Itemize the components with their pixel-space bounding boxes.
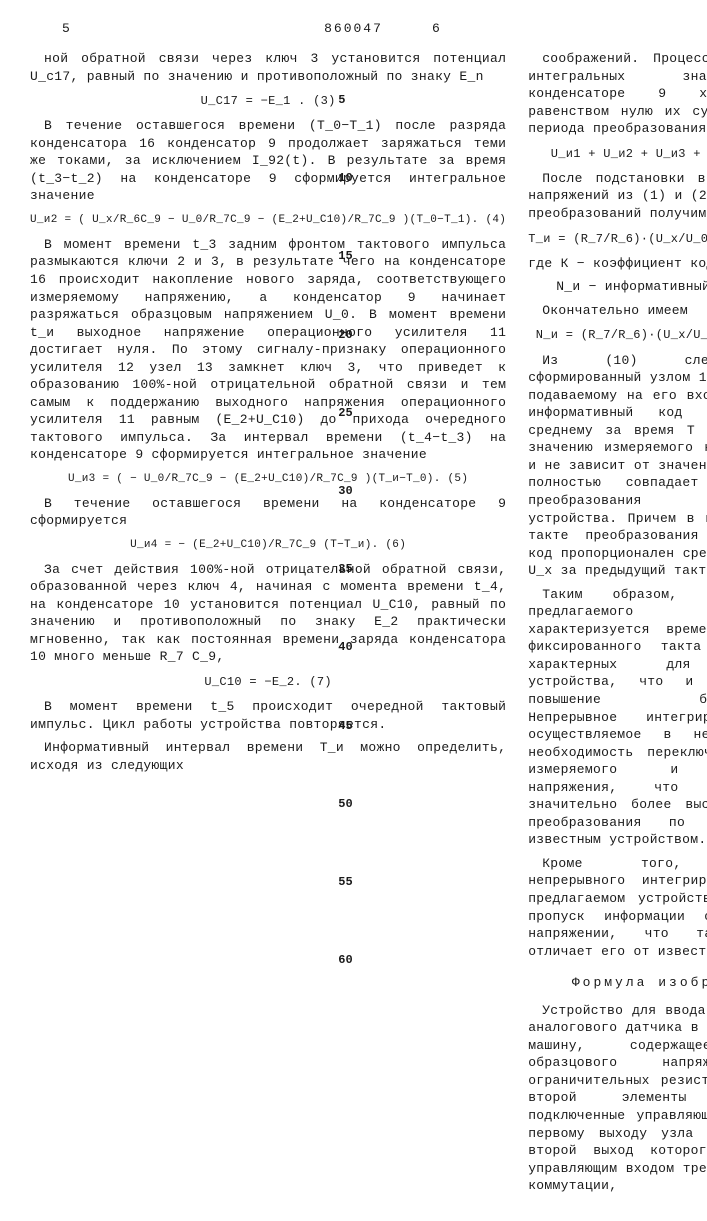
body-text: Устройство для ввода информации от анало… bbox=[528, 1002, 707, 1195]
line-num: 40 bbox=[338, 639, 352, 655]
equation-4: U_и2 = ( U_x/R_6C_9 − U_0/R_7C_9 − (E_2+… bbox=[30, 213, 506, 228]
equation-7: U_C10 = −E_2. (7) bbox=[30, 674, 506, 690]
line-num: 55 bbox=[338, 874, 352, 890]
body-text: Окончательно имеем bbox=[528, 302, 707, 320]
column-right: соображений. Процесс формирования интегр… bbox=[528, 50, 707, 1201]
column-left: ной обратной связи через ключ 3 установи… bbox=[30, 50, 506, 1201]
equation-10: N_и = (R_7/R_6)·(U_x/U_0)·(T/k). (10) bbox=[528, 327, 707, 343]
line-num: 15 bbox=[338, 248, 352, 264]
page-num-left: 5 bbox=[62, 20, 70, 38]
equation-6: U_и4 = − (E_2+U_C10)/R_7C_9 (T−T_и). (6) bbox=[30, 538, 506, 553]
line-number-strip: 5 10 15 20 25 30 35 40 45 50 55 60 bbox=[338, 92, 352, 968]
line-num: 45 bbox=[338, 718, 352, 734]
body-text: ной обратной связи через ключ 3 установи… bbox=[30, 50, 506, 85]
line-num: 35 bbox=[338, 561, 352, 577]
equation-3: U_C17 = −E_1 . (3) bbox=[30, 93, 506, 109]
body-text: После подстановки в (8) значений напряже… bbox=[528, 170, 707, 223]
body-text: Из (10) следует, что сформированный узло… bbox=[528, 352, 707, 580]
line-num: 10 bbox=[338, 170, 352, 186]
page-num-right: 6 bbox=[432, 20, 440, 38]
body-text: В момент времени t_5 происходит очередно… bbox=[30, 698, 506, 733]
body-text: В момент времени t_3 задним фронтом такт… bbox=[30, 236, 506, 464]
equation-5: U_и3 = ( − U_0/R_7C_9 − (E_2+U_C10)/R_7C… bbox=[30, 472, 506, 487]
line-num: 50 bbox=[338, 796, 352, 812]
line-num: 5 bbox=[338, 92, 352, 108]
equation-9: T_и = (R_7/R_6)·(U_x/U_0)·T = k·N_и (9) bbox=[528, 231, 707, 247]
line-num: 60 bbox=[338, 952, 352, 968]
body-text: В течение оставшегося времени (T_0−T_1) … bbox=[30, 117, 506, 205]
body-text: За счет действия 100%-ной отрицательной … bbox=[30, 561, 506, 666]
body-text: В течение оставшегося времени на конденс… bbox=[30, 495, 506, 530]
line-num: 20 bbox=[338, 327, 352, 343]
body-text: где К − коэффициент кодирования; bbox=[528, 255, 707, 273]
line-num: 30 bbox=[338, 483, 352, 499]
line-num: 25 bbox=[338, 405, 352, 421]
body-text: соображений. Процесс формирования интегр… bbox=[528, 50, 707, 138]
body-text: Таким образом, быстродействие предлагаем… bbox=[528, 586, 707, 849]
body-text: N_и − информативный код. bbox=[528, 278, 707, 296]
equation-8: U_и1 + U_и2 + U_и3 + U_и4 = 0 (8) bbox=[528, 146, 707, 162]
body-text: Информативный интервал времени T_и можно… bbox=[30, 739, 506, 774]
doc-id: 860047 bbox=[324, 20, 383, 38]
body-text: Кроме того, вследствие непрерывного инте… bbox=[528, 855, 707, 960]
claims-heading: Формула изобретения bbox=[528, 974, 707, 992]
